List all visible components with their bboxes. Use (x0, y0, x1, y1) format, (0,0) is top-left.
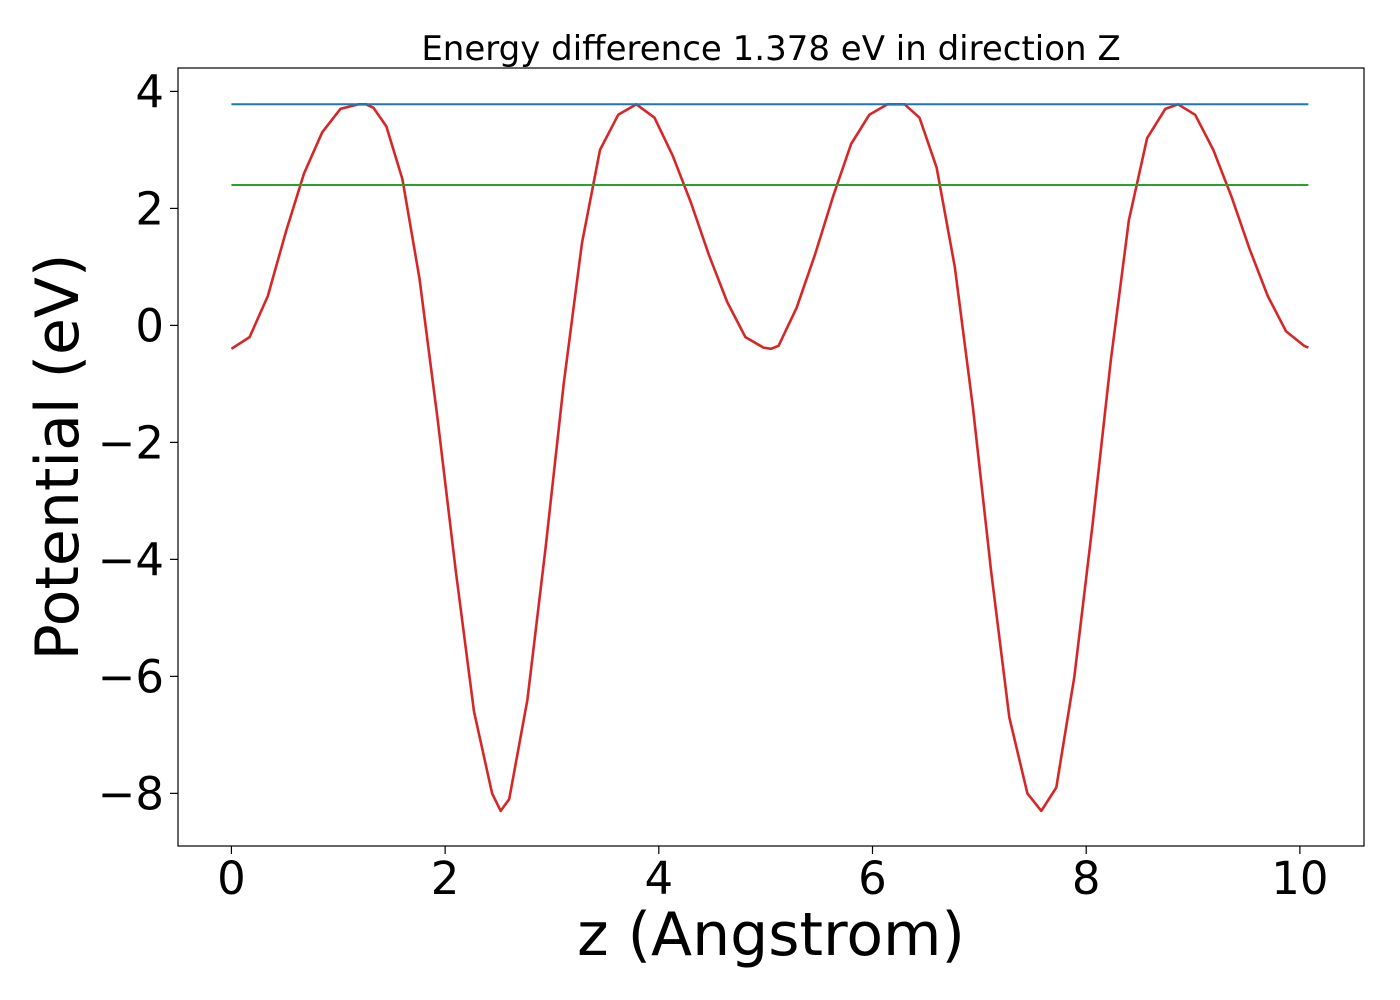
x-axis-ticks: 0 2 4 6 8 10 (217, 846, 1329, 905)
x-tick-label: 0 (217, 852, 246, 905)
x-tick-label: 2 (431, 852, 460, 905)
y-axis-label: Potential (eV) (23, 254, 93, 661)
y-tick-label: 2 (135, 182, 164, 235)
potential-curve (230, 103, 1309, 813)
x-tick-label: 10 (1271, 852, 1328, 905)
chart-title: Energy difference 1.378 eV in direction … (421, 29, 1120, 69)
x-tick-label: 6 (858, 852, 887, 905)
y-tick-label: 0 (135, 299, 164, 352)
series-layer (230, 103, 1309, 813)
y-axis-ticks: −8 −6 −4 −2 0 2 4 (98, 65, 178, 820)
y-tick-label: −4 (98, 533, 164, 586)
y-tick-label: 4 (135, 65, 164, 118)
y-tick-label: −6 (98, 650, 164, 703)
plot-frame (177, 67, 1365, 847)
x-tick-label: 4 (644, 852, 673, 905)
x-tick-label: 8 (1072, 852, 1101, 905)
y-tick-label: −2 (98, 416, 164, 469)
y-tick-label: −8 (98, 767, 164, 820)
x-axis-label: z (Angstrom) (577, 900, 965, 970)
